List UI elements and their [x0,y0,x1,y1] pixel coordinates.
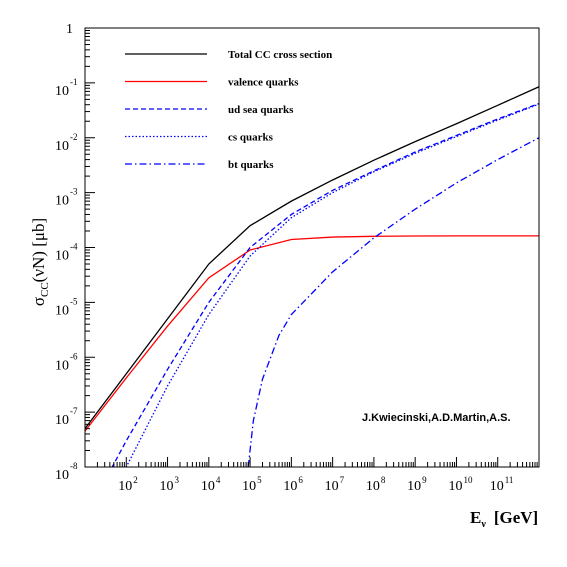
x-tick-label: 1011 [490,475,514,494]
y-tick-label: 10-2 [55,132,78,154]
legend-label: Total CC cross section [228,49,332,61]
y-tick-label: 10-1 [55,77,78,99]
y-axis-title: σCC(νN) [μb] [29,218,51,306]
series-line-bt-quarks [247,137,539,467]
y-tick-label: 10-3 [55,187,78,209]
legend-label: bt quarks [228,159,274,171]
x-tick-label: 109 [407,475,427,494]
y-tick-label: 10-5 [55,296,78,318]
legend-label: ud sea quarks [228,104,294,116]
series-line-valence-quarks [85,235,539,432]
credit-annotation: J.Kwiecinski,A.D.Martin,A.S. [362,412,511,424]
legend-label: valence quarks [228,77,299,89]
x-tick-label: 108 [366,475,386,494]
y-tick-label: 10-4 [55,242,78,264]
x-tick-label: 104 [201,475,221,494]
x-tick-label: 106 [283,475,303,494]
x-tick-label: 105 [242,475,262,494]
legend-label: cs quarks [228,132,274,144]
series-line-ud-sea-quarks [111,102,539,467]
series-line-cs-quarks [125,103,539,467]
series-line-total-cc-cross-section [85,86,539,430]
x-tick-label: 103 [160,475,180,494]
x-tick-label: 1010 [448,475,473,494]
y-tick-label: 10-7 [55,406,78,428]
x-tick-label: 102 [118,475,138,494]
x-tick-label: 107 [325,475,345,494]
x-axis-title: Eν [GeV] [470,508,538,530]
y-tick-label: 10-6 [55,351,78,373]
y-tick-label: 1 [66,22,73,37]
y-tick-label: 10-8 [55,461,78,483]
